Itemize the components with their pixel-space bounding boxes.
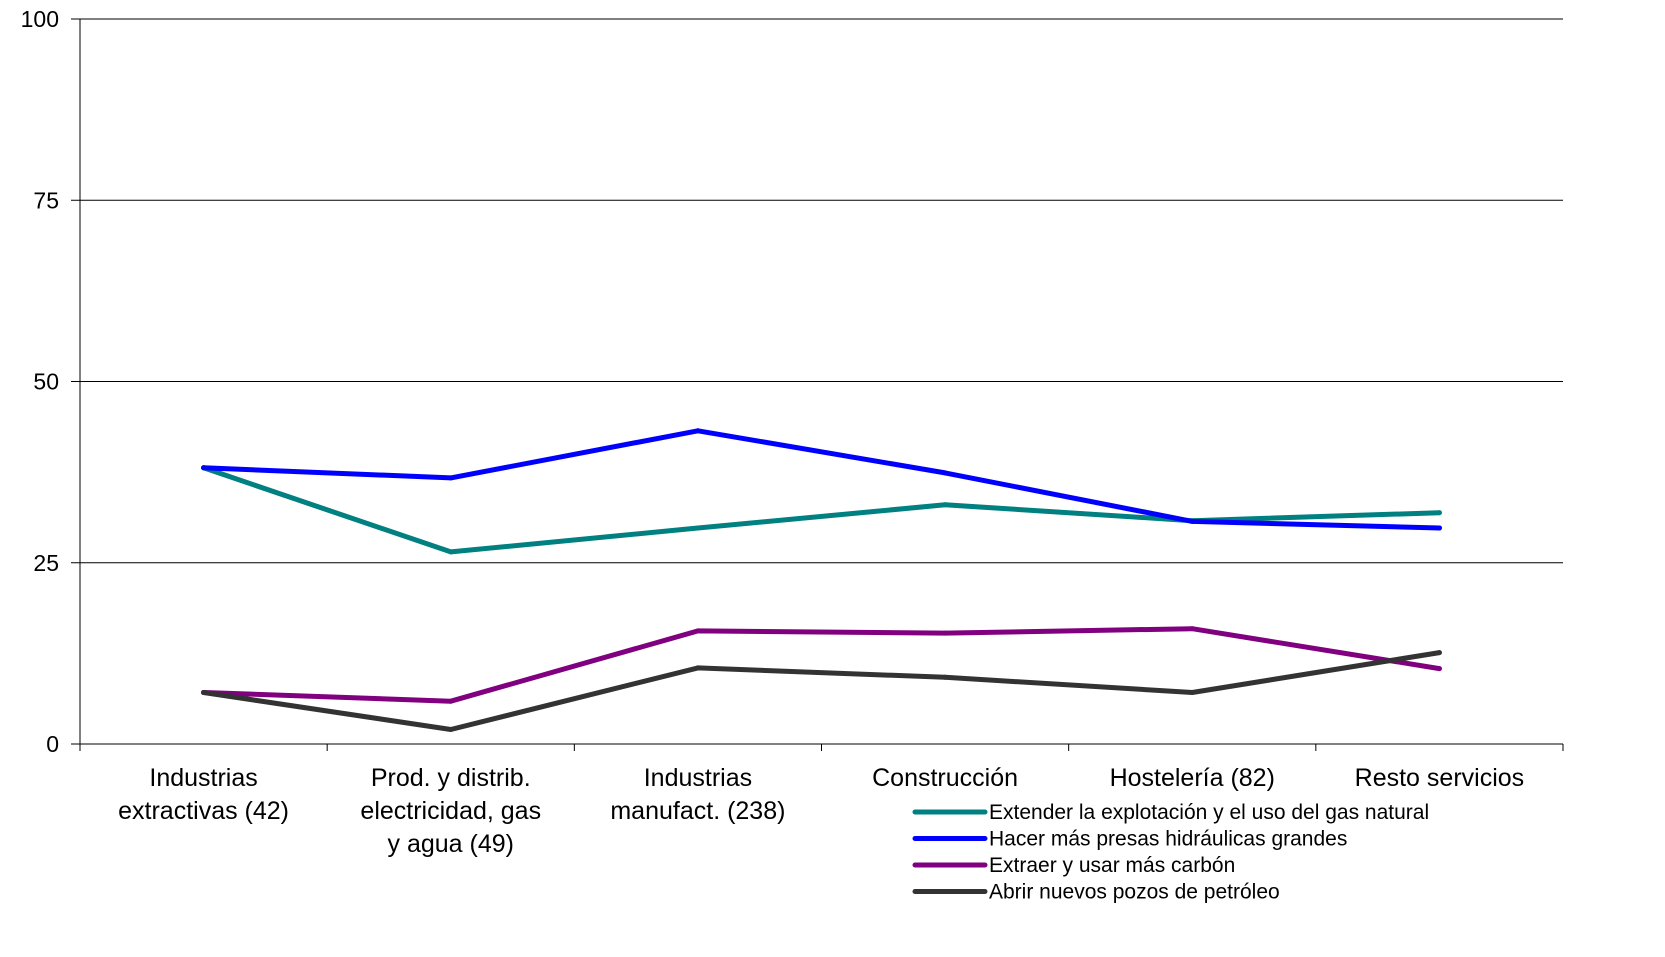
x-category-label-line: manufact. (238)	[610, 797, 785, 825]
data-point	[201, 690, 207, 696]
data-point	[1436, 510, 1442, 516]
gridlines	[80, 18, 1563, 564]
series-line	[201, 428, 1442, 531]
x-category-label-line: Construcción	[872, 764, 1018, 792]
legend-label: Hacer más presas hidráulicas grandes	[989, 828, 1347, 851]
axes	[71, 18, 1564, 751]
data-point	[448, 698, 454, 704]
x-category-label-line: Hostelería (82)	[1110, 764, 1275, 792]
y-tick-label: 50	[33, 369, 59, 395]
y-tick-label: 25	[33, 550, 59, 576]
data-point	[942, 470, 948, 476]
data-point	[695, 525, 701, 531]
x-category-label: Construcción	[872, 764, 1018, 792]
y-tick-label: 0	[46, 731, 59, 757]
data-point	[1436, 525, 1442, 531]
data-point	[695, 628, 701, 634]
series-line	[201, 650, 1442, 732]
series-line	[201, 626, 1442, 704]
x-category-label: Prod. y distrib. electricidad, gas y agua …	[360, 764, 541, 858]
x-category-label-line: Resto servicios	[1355, 764, 1525, 792]
legend-label: Extender la explotación y el uso del gas…	[989, 801, 1429, 824]
x-category-label: Hostelería (82)	[1110, 764, 1275, 792]
legend-label: Abrir nuevos pozos de petróleo	[989, 881, 1280, 904]
legend: Extender la explotación y el uso del gas…	[912, 801, 1429, 904]
data-point	[942, 630, 948, 636]
data-point	[448, 549, 454, 555]
data-point	[448, 727, 454, 732]
x-category-label-line: y agua (49)	[388, 830, 514, 858]
x-category-label-line: Prod. y distrib.	[371, 764, 531, 792]
y-tick-label: 75	[33, 187, 59, 213]
data-point	[448, 475, 454, 481]
x-category-label-line: Industrias	[149, 764, 257, 792]
data-point	[1189, 518, 1195, 524]
data-point	[1436, 650, 1442, 656]
x-category-label-line: Industrias	[644, 764, 752, 792]
series-lines	[201, 428, 1442, 732]
x-category-label: Industrias manufact. (238)	[610, 764, 785, 825]
data-point	[201, 465, 207, 471]
data-point	[942, 502, 948, 508]
y-tick-label: 100	[21, 6, 59, 32]
data-point	[1189, 626, 1195, 632]
data-point	[1189, 690, 1195, 696]
legend-label: Extraer y usar más carbón	[989, 854, 1235, 877]
data-point	[695, 428, 701, 434]
x-category-label-line: electricidad, gas	[360, 797, 541, 825]
series-line	[201, 465, 1442, 555]
data-point	[942, 674, 948, 680]
x-category-label-line: extractivas (42)	[118, 797, 289, 825]
data-point	[695, 665, 701, 671]
x-category-label: Industrias extractivas (42)	[118, 764, 289, 825]
axis-labels: 0 25 50 75 100 Industrias extractivas (42) Prod…	[21, 6, 1525, 858]
data-point	[1436, 666, 1442, 672]
x-category-label: Resto servicios	[1355, 764, 1525, 792]
